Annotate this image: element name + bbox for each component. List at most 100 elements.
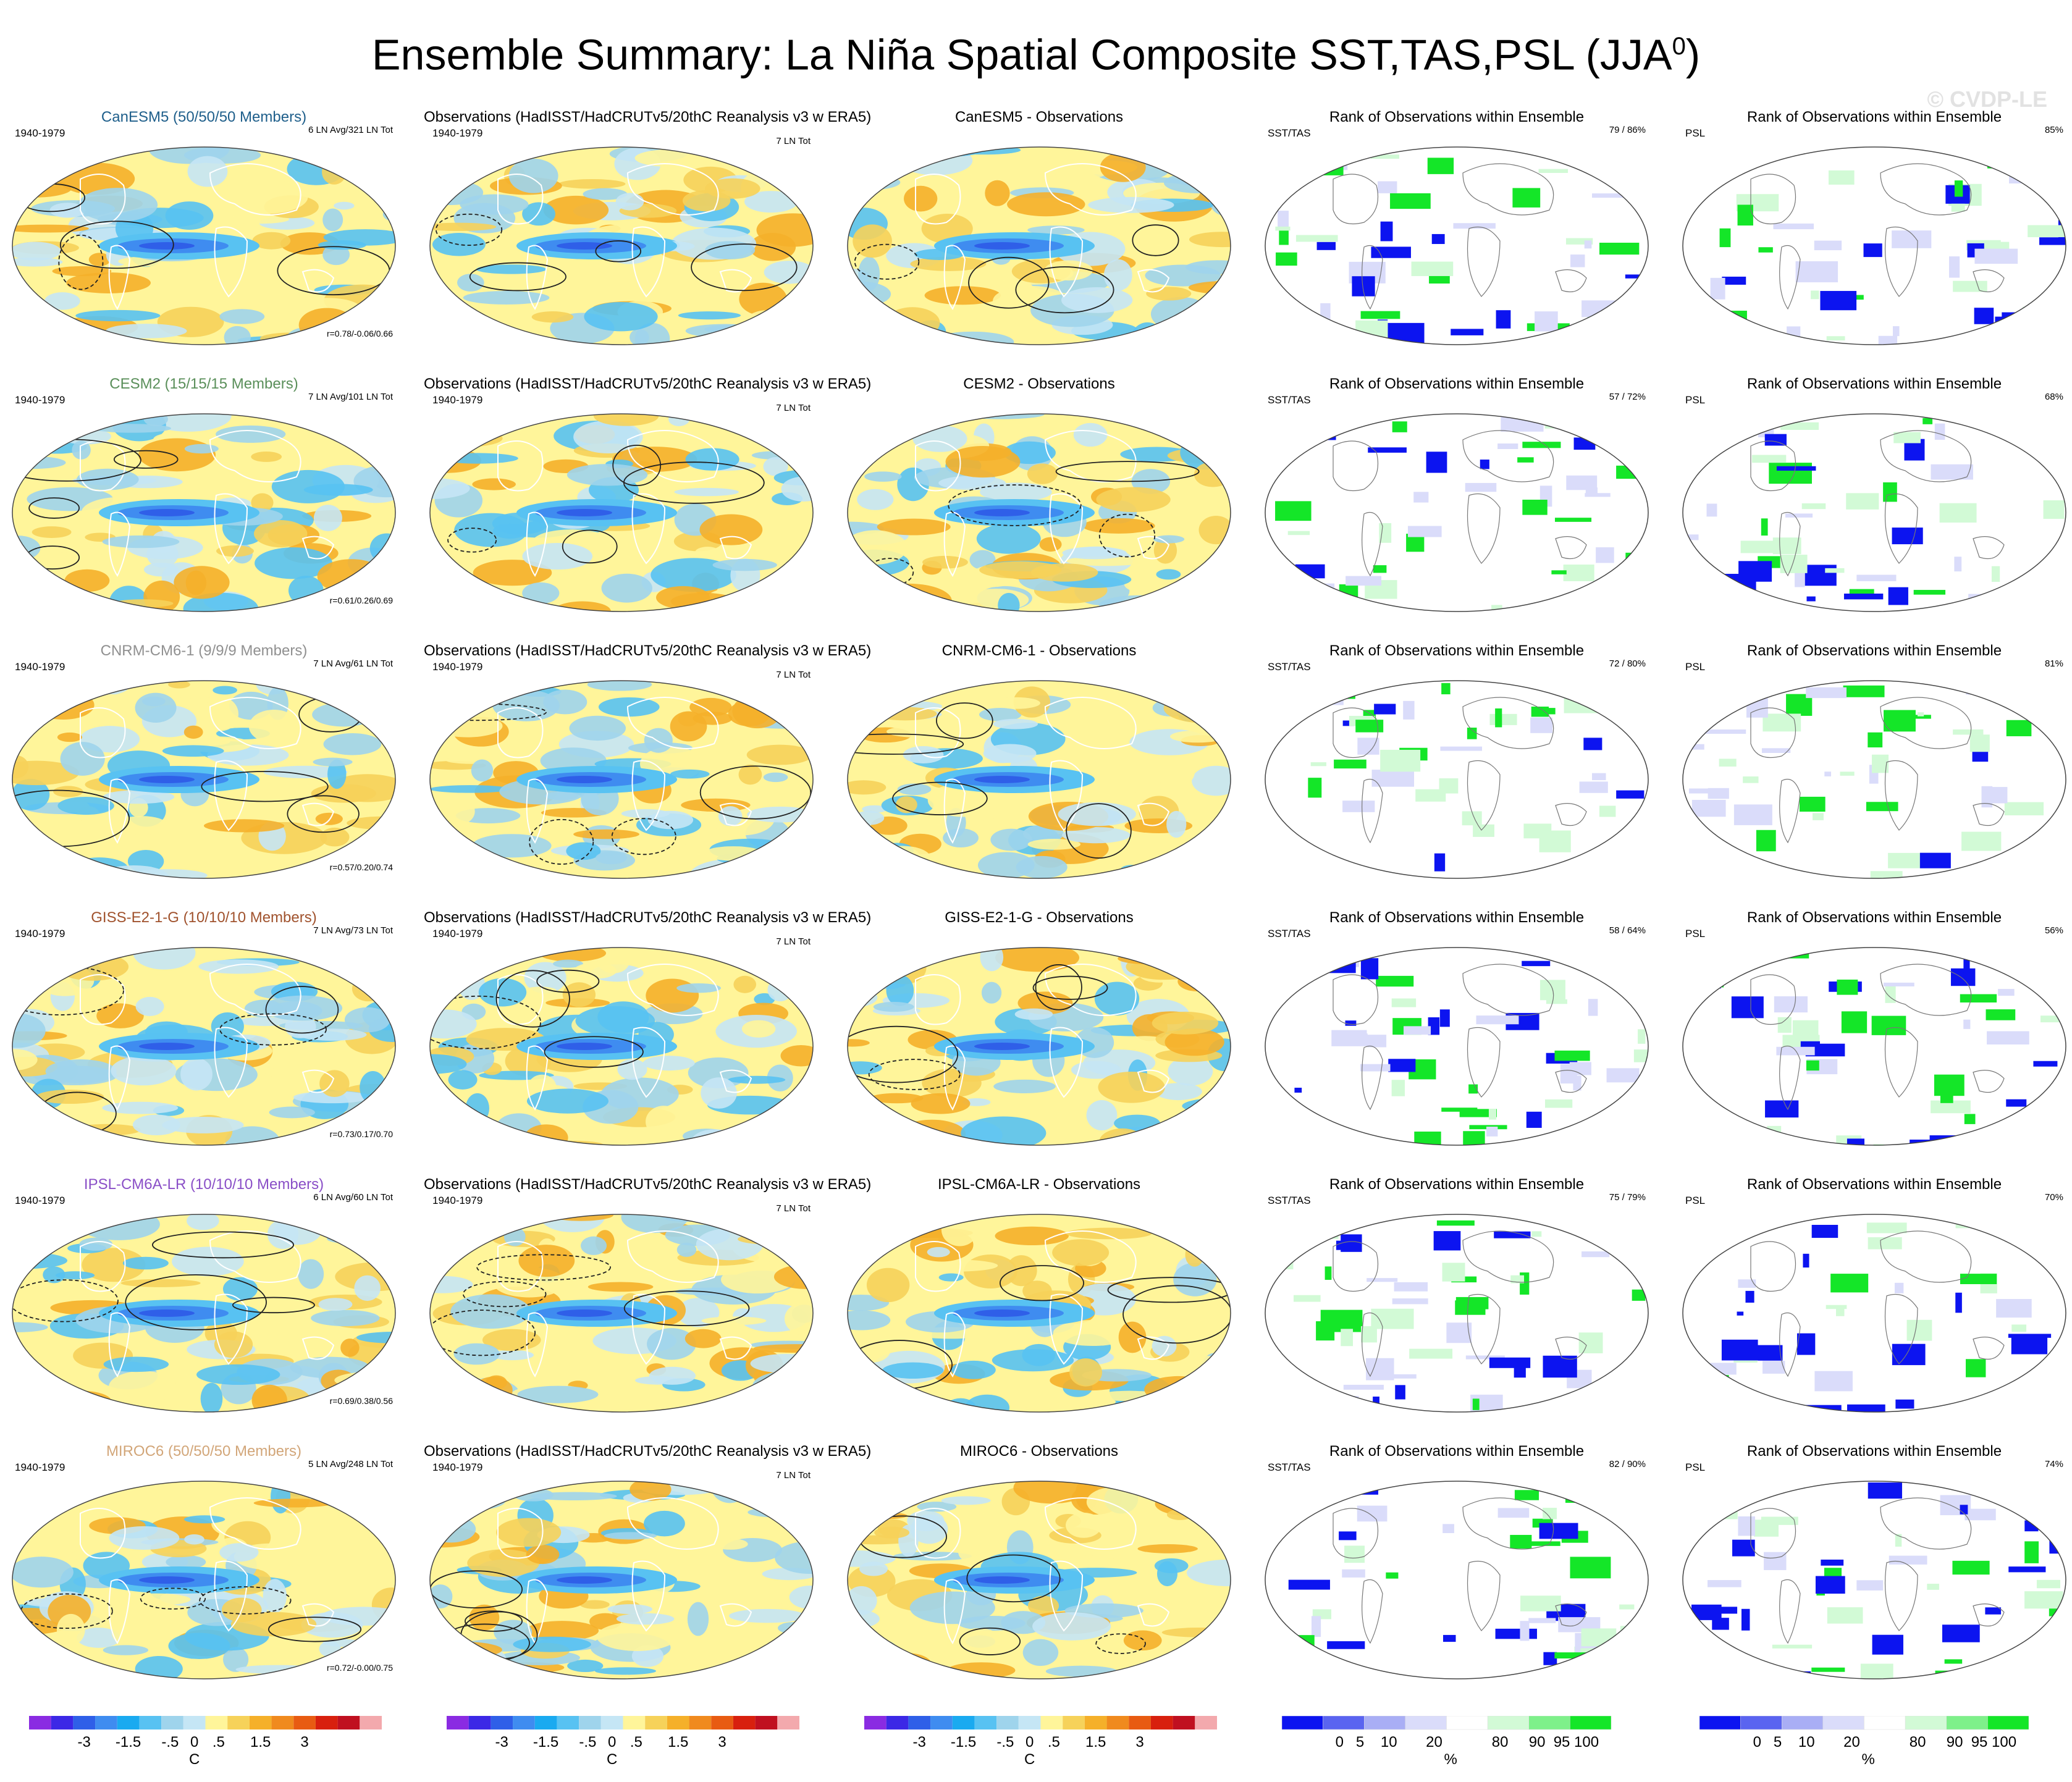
- period-label: 1940-1979: [15, 394, 65, 406]
- period-label: 1940-1979: [15, 1461, 65, 1473]
- obs-title: Observations (HadISST/HadCRUTv5/20thC Re…: [424, 909, 872, 926]
- event-count: 7 LN Tot: [776, 936, 811, 947]
- map-panel: [1265, 680, 1649, 879]
- colorbar-swatch: [271, 1716, 294, 1729]
- colorbar-tick-label: 95: [1554, 1734, 1570, 1750]
- colorbar-tick-label: 5: [1774, 1734, 1782, 1750]
- colorbar-swatch: [95, 1716, 117, 1729]
- period-label: 1940-1979: [432, 1195, 483, 1206]
- diff-title: IPSL-CM6A-LR - Observations: [937, 1176, 1141, 1193]
- period-label: 1940-1979: [432, 928, 483, 939]
- colorbar-swatch: [1905, 1716, 1947, 1730]
- pattern-correlation: r=0.78/-0.06/0.66: [326, 329, 393, 338]
- colorbar-swatch: [1570, 1716, 1612, 1730]
- map-panel: [1265, 947, 1649, 1146]
- rank-psl-panel: Rank of Observations within Ensemble PSL 5…: [1677, 887, 2072, 1153]
- map-panel: [12, 413, 396, 612]
- pattern-correlation: r=0.69/0.38/0.56: [329, 1396, 393, 1406]
- colorbar-swatch: [689, 1716, 712, 1729]
- rank-sst-panel: Rank of Observations within Ensemble SST/…: [1259, 1421, 1654, 1686]
- colorbar-tick-label: 10: [1381, 1734, 1397, 1750]
- event-count: 7 LN Tot: [776, 670, 811, 680]
- colorbar-swatch: [51, 1716, 74, 1729]
- colorbar-tick-label: -.5: [996, 1734, 1014, 1750]
- event-count: 7 LN Avg/61 LN Tot: [313, 658, 393, 669]
- colorbar-swatch: [337, 1716, 360, 1729]
- colorbar-tick-label: 10: [1798, 1734, 1815, 1750]
- map-panel: [429, 413, 814, 612]
- rank-values: 75 / 79%: [1609, 1192, 1646, 1203]
- event-count: 6 LN Avg/321 LN Tot: [308, 125, 393, 135]
- colorbar-tick-label: 0: [1336, 1734, 1344, 1750]
- colorbar-swatch: [1150, 1716, 1173, 1729]
- difference-panel: CanESM5 - Observations: [841, 86, 1237, 352]
- map-panel: [847, 680, 1231, 879]
- difference-panel: MIROC6 - Observations: [841, 1421, 1237, 1686]
- difference-panel: GISS-E2-1-G - Observations: [841, 887, 1237, 1153]
- colorbar-tick-label: 95: [1971, 1734, 1988, 1750]
- colorbar-tick-label: 20: [1426, 1734, 1442, 1750]
- map-panel: [847, 1214, 1231, 1413]
- map-panel: [1682, 146, 2066, 345]
- event-count: 5 LN Avg/248 LN Tot: [308, 1459, 393, 1469]
- colorbar-swatch: [161, 1716, 183, 1729]
- colorbar-swatch: [579, 1716, 601, 1729]
- rank-variable: PSL: [1685, 661, 1706, 673]
- colorbar-swatch: [1405, 1716, 1447, 1730]
- map-panel: [12, 680, 396, 879]
- observations-panel: Observations (HadISST/HadCRUTv5/20thC Re…: [424, 620, 871, 886]
- colorbar-swatch: [491, 1716, 513, 1729]
- colorbar-tick-label: -1.5: [533, 1734, 558, 1750]
- colorbar-tick-label: 20: [1843, 1734, 1860, 1750]
- colorbar-swatch: [249, 1716, 272, 1729]
- temperature-colorbar: -3 -1.5 -.5 0 .5 1.5 3 C: [6, 1716, 402, 1778]
- colorbar-swatch: [315, 1716, 338, 1729]
- rank-title: Rank of Observations within Ensemble: [1329, 1176, 1585, 1193]
- observations-panel: Observations (HadISST/HadCRUTv5/20thC Re…: [424, 86, 871, 352]
- period-label: 1940-1979: [432, 127, 483, 139]
- model-composite-panel: IPSL-CM6A-LR (10/10/10 Members) 1940-1979…: [6, 1154, 402, 1419]
- rank-title: Rank of Observations within Ensemble: [1746, 642, 2002, 659]
- map-panel: [12, 1481, 396, 1679]
- map-panel: [1682, 1214, 2066, 1413]
- map-panel: [847, 413, 1231, 612]
- map-panel: [847, 947, 1231, 1146]
- rank-variable: PSL: [1685, 1461, 1706, 1473]
- observations-panel: Observations (HadISST/HadCRUTv5/20thC Re…: [424, 1421, 871, 1686]
- colorbar-unit: %: [1861, 1751, 1874, 1768]
- model-composite-panel: CNRM-CM6-1 (9/9/9 Members) 1940-1979 7 LN …: [6, 620, 402, 886]
- colorbar-swatch: [1281, 1716, 1323, 1730]
- model-title: MIROC6 (50/50/50 Members): [106, 1443, 302, 1460]
- colorbar-swatch: [886, 1716, 909, 1729]
- colorbar-swatch: [360, 1716, 382, 1729]
- colorbar-swatch: [227, 1716, 250, 1729]
- rank-variable: PSL: [1685, 394, 1706, 406]
- colorbar-swatch: [513, 1716, 535, 1729]
- rank-colorbar: 0 5 10 20 80 90 95 100%: [1259, 1716, 1654, 1778]
- rank-values: 79 / 86%: [1609, 125, 1646, 135]
- pattern-correlation: r=0.72/-0.00/0.75: [326, 1663, 393, 1673]
- map-panel: [12, 947, 396, 1146]
- model-title: IPSL-CM6A-LR (10/10/10 Members): [83, 1176, 324, 1193]
- map-panel: [847, 146, 1231, 345]
- event-count: 7 LN Tot: [776, 1203, 811, 1214]
- map-panel: [429, 947, 814, 1146]
- colorbar-unit: C: [607, 1751, 617, 1768]
- rank-title: Rank of Observations within Ensemble: [1746, 1176, 2002, 1193]
- colorbar-swatch: [557, 1716, 579, 1729]
- colorbar-tick-label: -3: [913, 1734, 926, 1750]
- colorbar-tick-label: .5: [213, 1734, 225, 1750]
- colorbar-swatch: [1864, 1716, 1906, 1730]
- event-count: 7 LN Tot: [776, 1470, 811, 1481]
- rank-sst-panel: Rank of Observations within Ensemble SST/…: [1259, 620, 1654, 886]
- colorbar-tick-label: 1.5: [668, 1734, 688, 1750]
- colorbar-swatch: [908, 1716, 931, 1729]
- colorbar-swatch: [1987, 1716, 2029, 1730]
- rank-variable: SST/TAS: [1268, 661, 1311, 673]
- rank-variable: PSL: [1685, 1195, 1706, 1206]
- rank-psl-panel: Rank of Observations within Ensemble PSL 8…: [1677, 620, 2072, 886]
- rank-sst-panel: Rank of Observations within Ensemble SST/…: [1259, 887, 1654, 1153]
- colorbar-swatch: [974, 1716, 997, 1729]
- map-panel: [1265, 1481, 1649, 1679]
- colorbar-tick-label: 1.5: [1085, 1734, 1106, 1750]
